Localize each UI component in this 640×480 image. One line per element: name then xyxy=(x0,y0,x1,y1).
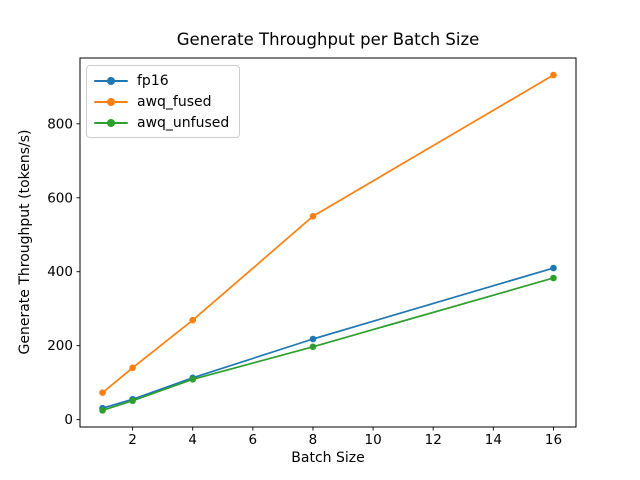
x-tick-label: 6 xyxy=(249,432,258,448)
legend-item-awq_unfused: awq_unfused xyxy=(94,112,229,133)
y-tick-label: 200 xyxy=(47,338,73,354)
x-tick-label: 10 xyxy=(364,432,381,448)
data-point-awq_fused-8 xyxy=(309,212,317,220)
legend-line-marker-icon xyxy=(94,74,128,88)
x-tick-label: 16 xyxy=(545,432,562,448)
data-point-awq_fused-4 xyxy=(189,316,197,324)
axes-frame xyxy=(79,57,577,428)
data-point-awq_fused-16 xyxy=(550,71,557,79)
x-tick-label: 4 xyxy=(188,432,197,448)
data-point-awq_fused-1 xyxy=(99,389,106,396)
data-point-awq_unfused-1 xyxy=(99,407,106,414)
legend-line-marker-icon xyxy=(94,95,128,109)
y-tick-label: 800 xyxy=(47,116,73,132)
legend-line-marker-icon xyxy=(94,116,128,130)
y-tick-label: 600 xyxy=(47,190,73,206)
x-tick-label: 12 xyxy=(425,432,442,448)
series-line-awq_unfused xyxy=(101,277,555,412)
y-tick-label: 400 xyxy=(47,264,73,280)
legend-item-awq_fused: awq_fused xyxy=(94,91,229,112)
data-point-awq_unfused-2 xyxy=(129,397,136,405)
chart-title: Generate Throughput per Batch Size xyxy=(176,30,480,49)
x-tick-label: 2 xyxy=(128,432,137,448)
legend-label: awq_fused xyxy=(137,93,212,110)
legend-item-fp16: fp16 xyxy=(94,70,229,91)
legend-label: fp16 xyxy=(137,72,169,89)
legend-label: awq_unfused xyxy=(137,114,230,131)
x-tick-label: 14 xyxy=(485,432,502,448)
data-point-awq_unfused-8 xyxy=(309,343,317,351)
data-point-awq_unfused-16 xyxy=(550,274,557,282)
x-axis-label: Batch Size xyxy=(291,450,365,466)
legend: fp16 awq_fused awq_unfused xyxy=(86,65,241,138)
data-point-awq_fused-2 xyxy=(129,364,136,372)
y-tick-label: 0 xyxy=(64,412,73,428)
data-point-fp16-8 xyxy=(309,335,317,343)
x-tick-label: 8 xyxy=(309,432,318,448)
data-point-fp16-16 xyxy=(550,264,557,272)
data-point-awq_unfused-4 xyxy=(189,376,197,383)
y-axis-label: Generate Throughput (tokens/s) xyxy=(17,129,33,355)
